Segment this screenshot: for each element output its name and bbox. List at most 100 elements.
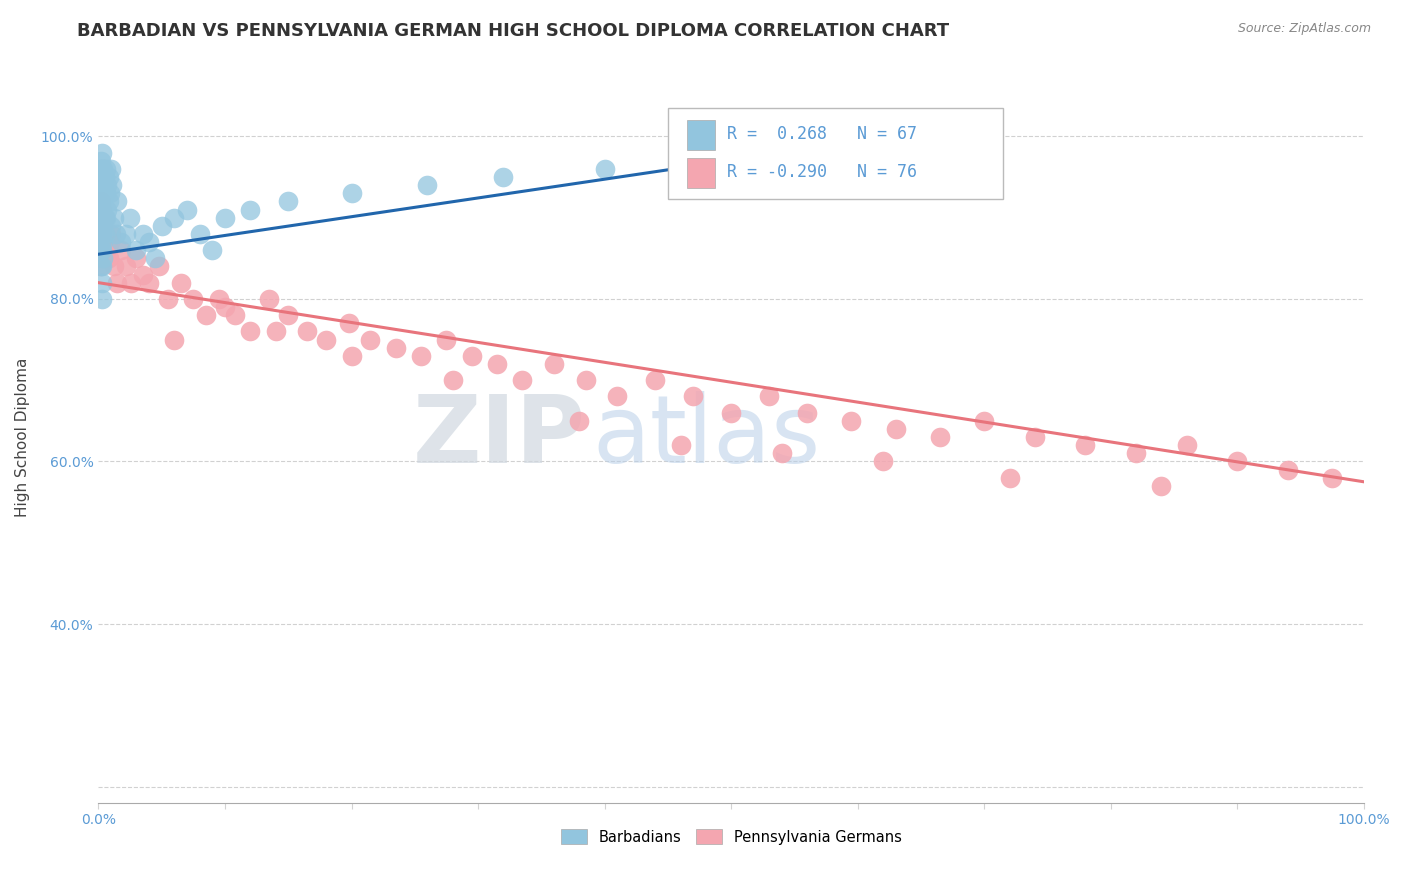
Text: R = -0.290   N = 76: R = -0.290 N = 76 — [727, 162, 917, 180]
Point — [94, 211, 117, 225]
Point — [884, 422, 907, 436]
Text: R =  0.268   N = 67: R = 0.268 N = 67 — [727, 125, 917, 143]
Point — [103, 211, 125, 225]
Point — [183, 292, 205, 306]
Point — [543, 357, 565, 371]
Point — [93, 219, 115, 233]
Point — [101, 178, 124, 193]
Point — [89, 227, 111, 241]
Point — [224, 308, 246, 322]
Point — [188, 227, 211, 241]
Point — [93, 211, 117, 225]
Point — [94, 227, 117, 241]
Point — [120, 276, 142, 290]
Point — [125, 243, 148, 257]
Point — [91, 202, 114, 217]
Point — [90, 194, 112, 209]
Point — [169, 276, 191, 290]
Point — [385, 341, 408, 355]
Point — [89, 194, 111, 209]
Point — [297, 325, 319, 339]
Point — [277, 308, 299, 322]
Point — [337, 316, 360, 330]
Point — [100, 161, 122, 176]
Point — [94, 186, 117, 201]
Point — [163, 333, 186, 347]
Point — [138, 235, 160, 249]
Point — [194, 308, 218, 322]
Point — [89, 260, 111, 274]
Point — [96, 202, 118, 217]
Point — [93, 243, 115, 257]
Point — [97, 169, 120, 184]
Y-axis label: High School Diploma: High School Diploma — [15, 358, 30, 516]
Point — [1150, 479, 1173, 493]
FancyBboxPatch shape — [668, 108, 1004, 200]
Point — [89, 178, 111, 193]
Text: Source: ZipAtlas.com: Source: ZipAtlas.com — [1237, 22, 1371, 36]
Point — [669, 438, 692, 452]
Point — [259, 292, 281, 306]
Bar — [686, 158, 714, 188]
Bar — [686, 120, 714, 151]
Point — [93, 186, 117, 201]
Point — [340, 349, 363, 363]
Point — [93, 161, 115, 176]
Point — [93, 235, 115, 249]
Point — [90, 169, 112, 184]
Point — [176, 202, 198, 217]
Point — [593, 161, 616, 176]
Point — [90, 202, 112, 217]
Point — [416, 178, 439, 193]
Point — [340, 186, 363, 201]
Point — [90, 153, 112, 168]
Text: ZIP: ZIP — [413, 391, 585, 483]
Point — [264, 325, 287, 339]
Point — [89, 211, 111, 225]
Point — [91, 161, 114, 176]
Point — [574, 373, 596, 387]
Point — [103, 260, 125, 274]
Point — [93, 169, 117, 184]
Point — [839, 414, 862, 428]
Point — [132, 227, 155, 241]
Point — [93, 219, 115, 233]
Point — [94, 161, 117, 176]
Point — [239, 202, 262, 217]
Point — [150, 219, 173, 233]
Point — [492, 169, 515, 184]
Point — [315, 333, 337, 347]
Point — [644, 373, 666, 387]
Point — [277, 194, 299, 209]
Point — [125, 252, 148, 266]
Point — [90, 186, 112, 201]
Point — [214, 300, 236, 314]
Point — [110, 235, 132, 249]
Point — [1024, 430, 1046, 444]
Point — [93, 252, 115, 266]
Point — [606, 389, 628, 403]
Point — [360, 333, 382, 347]
Point — [208, 292, 231, 306]
Point — [107, 276, 129, 290]
Point — [138, 276, 160, 290]
Point — [120, 211, 141, 225]
Point — [90, 219, 112, 233]
Point — [91, 211, 114, 225]
Point — [411, 349, 433, 363]
Point — [91, 292, 114, 306]
Point — [214, 211, 236, 225]
Point — [115, 227, 138, 241]
Point — [96, 178, 118, 193]
Point — [90, 243, 112, 257]
Point — [97, 194, 120, 209]
Point — [105, 227, 128, 241]
Point — [91, 194, 114, 209]
Point — [460, 349, 484, 363]
Point — [201, 243, 224, 257]
Point — [89, 211, 111, 225]
Point — [91, 227, 114, 241]
Point — [115, 260, 138, 274]
Point — [91, 178, 114, 193]
Point — [93, 211, 117, 225]
